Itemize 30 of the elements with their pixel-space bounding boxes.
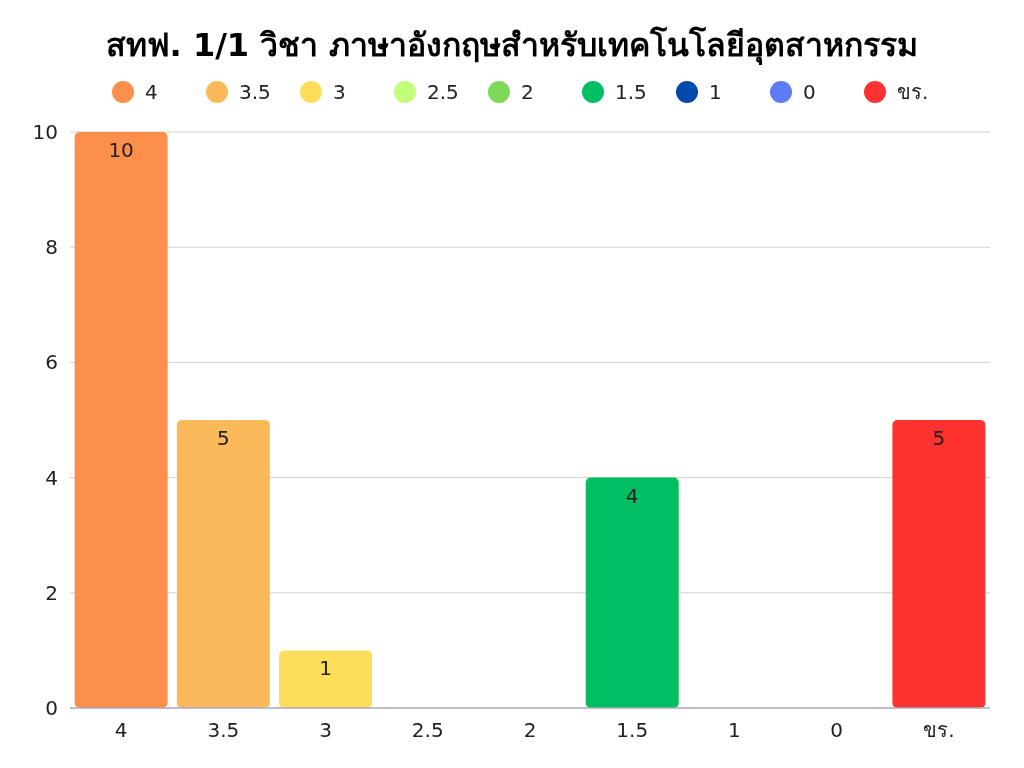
x-tick-label: 3.5 bbox=[207, 718, 240, 742]
legend-label: 1.5 bbox=[615, 80, 647, 104]
y-tick-label: 8 bbox=[45, 235, 58, 260]
y-tick-label: 2 bbox=[45, 580, 58, 605]
x-tick-label: 2.5 bbox=[411, 718, 444, 742]
legend-label: 3 bbox=[333, 80, 346, 104]
chart-title: สทฟ. 1/1 วิชา ภาษาอังกฤษสำหรับเทคโนโลยีอุตสาหกรรม bbox=[105, 26, 919, 66]
data-label: 4 bbox=[625, 483, 639, 508]
legend-label: 0 bbox=[803, 80, 816, 104]
data-label: 5 bbox=[932, 426, 946, 450]
legend-label: 4 bbox=[145, 80, 158, 104]
data-label: 10 bbox=[108, 138, 134, 162]
legend-label: 2 bbox=[521, 80, 534, 104]
data-label: 5 bbox=[216, 426, 230, 450]
y-tick-label: 0 bbox=[45, 696, 58, 720]
x-tick-label: 1 bbox=[728, 718, 741, 742]
x-tick-label: 3 bbox=[319, 718, 332, 742]
legend-label: 3.5 bbox=[239, 80, 271, 104]
y-tick-label: 10 bbox=[32, 120, 58, 144]
legend-label: 2.5 bbox=[427, 80, 459, 104]
y-tick-label: 6 bbox=[45, 350, 58, 375]
data-label: 1 bbox=[319, 656, 332, 681]
x-tick-label: 4 bbox=[114, 718, 128, 742]
x-tick-label: 2 bbox=[523, 718, 537, 742]
x-tick-label: 0 bbox=[830, 718, 844, 742]
legend-label: ขร. bbox=[897, 80, 929, 104]
x-tick-label: 1.5 bbox=[616, 718, 649, 742]
y-tick-label: 4 bbox=[45, 465, 58, 490]
x-tick-label: ขร. bbox=[923, 718, 955, 742]
legend-label: 1 bbox=[709, 80, 722, 104]
